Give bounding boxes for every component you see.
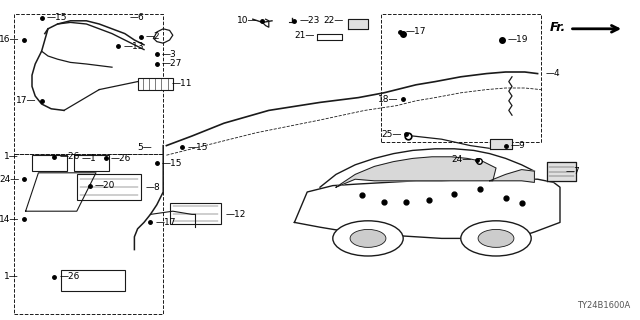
Bar — [14, 14, 163, 154]
Bar — [381, 14, 541, 142]
Bar — [77, 174, 141, 200]
Text: —1: —1 — [82, 154, 97, 163]
Text: —20: —20 — [95, 181, 115, 190]
Text: —7: —7 — [565, 167, 580, 176]
Text: —27: —27 — [162, 60, 182, 68]
Polygon shape — [348, 19, 368, 29]
Polygon shape — [294, 179, 560, 238]
Polygon shape — [490, 139, 512, 149]
Circle shape — [478, 229, 514, 247]
Text: —15: —15 — [188, 143, 208, 152]
Bar — [14, 154, 163, 314]
Text: —8: —8 — [146, 183, 161, 192]
Text: 18—: 18— — [378, 95, 398, 104]
Text: —17: —17 — [156, 218, 176, 227]
Text: 22—: 22— — [323, 16, 344, 25]
Text: 10—: 10— — [237, 16, 257, 25]
Bar — [74, 155, 109, 171]
Text: —3: —3 — [162, 50, 177, 59]
Text: —26: —26 — [60, 272, 80, 281]
Text: —26: —26 — [60, 152, 80, 161]
Text: —15: —15 — [47, 13, 67, 22]
Text: —26: —26 — [111, 154, 131, 163]
Text: 24—: 24— — [451, 156, 472, 164]
Bar — [170, 203, 221, 224]
Text: 24—: 24— — [0, 175, 19, 184]
Bar — [138, 78, 173, 90]
Text: —15: —15 — [162, 159, 182, 168]
Circle shape — [350, 229, 386, 247]
Text: —2: —2 — [146, 32, 161, 41]
Polygon shape — [336, 157, 496, 187]
Text: 17—: 17— — [16, 96, 36, 105]
Text: 14—: 14— — [0, 215, 19, 224]
Text: 5—: 5— — [137, 143, 152, 152]
Text: —12: —12 — [226, 210, 246, 219]
Text: 1—: 1— — [4, 152, 19, 161]
Text: —23: —23 — [300, 16, 320, 25]
Text: 1—: 1— — [4, 272, 19, 281]
Text: —6: —6 — [130, 13, 145, 22]
Text: —19: —19 — [508, 36, 528, 44]
Polygon shape — [490, 170, 534, 182]
Circle shape — [461, 221, 531, 256]
Text: 21—: 21— — [294, 31, 315, 40]
Circle shape — [333, 221, 403, 256]
Text: —9: —9 — [511, 141, 525, 150]
Text: 16—: 16— — [0, 36, 19, 44]
Text: TY24B1600A: TY24B1600A — [577, 301, 630, 310]
Text: —17: —17 — [405, 28, 426, 36]
Text: —4: —4 — [546, 69, 561, 78]
Text: —11: —11 — [172, 79, 192, 88]
Text: —13: —13 — [124, 42, 144, 51]
Bar — [61, 270, 125, 291]
Polygon shape — [547, 162, 576, 181]
Text: 25—: 25— — [381, 130, 401, 139]
Bar — [32, 155, 67, 171]
Text: Fr.: Fr. — [550, 21, 566, 34]
